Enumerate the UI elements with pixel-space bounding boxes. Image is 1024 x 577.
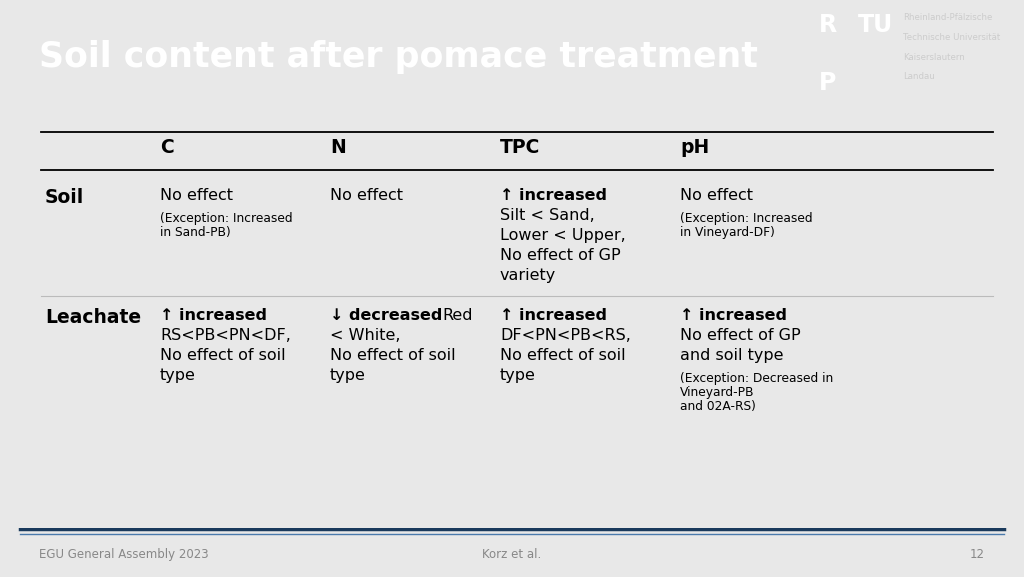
Text: < White,: < White, <box>330 328 400 343</box>
Text: Silt < Sand,: Silt < Sand, <box>500 208 595 223</box>
Text: No effect of GP: No effect of GP <box>680 328 801 343</box>
Text: Vineyard-PB: Vineyard-PB <box>680 385 755 399</box>
Text: Korz et al.: Korz et al. <box>482 548 542 561</box>
Text: variety: variety <box>500 268 556 283</box>
Text: in Sand-PB): in Sand-PB) <box>160 226 230 239</box>
Text: No effect of soil: No effect of soil <box>500 347 626 362</box>
Text: P: P <box>819 72 837 95</box>
Text: Technische Universität: Technische Universität <box>903 33 1000 42</box>
Text: Red: Red <box>442 308 472 323</box>
Text: Landau: Landau <box>903 72 935 81</box>
Text: and 02A-RS): and 02A-RS) <box>680 400 756 413</box>
Text: No effect of GP: No effect of GP <box>500 248 621 263</box>
Text: 12: 12 <box>970 548 985 561</box>
Text: No effect: No effect <box>160 188 233 203</box>
Text: in Vineyard-DF): in Vineyard-DF) <box>680 226 775 239</box>
Text: type: type <box>330 368 366 383</box>
Text: RS<PB<PN<DF,: RS<PB<PN<DF, <box>160 328 291 343</box>
Text: No effect: No effect <box>680 188 753 203</box>
Text: Kaiserslautern: Kaiserslautern <box>903 53 965 62</box>
Text: EGU General Assembly 2023: EGU General Assembly 2023 <box>39 548 209 561</box>
Text: Rheinland-Pfälzische: Rheinland-Pfälzische <box>903 13 992 22</box>
Text: TPC: TPC <box>500 138 541 157</box>
Text: No effect: No effect <box>330 188 403 203</box>
Text: (Exception: Increased: (Exception: Increased <box>160 212 293 224</box>
Text: pH: pH <box>680 138 710 157</box>
Text: ↓ decreased: ↓ decreased <box>330 308 442 323</box>
Text: ↑ increased: ↑ increased <box>500 308 607 323</box>
Text: DF<PN<PB<RS,: DF<PN<PB<RS, <box>500 328 631 343</box>
Text: Soil: Soil <box>45 188 84 207</box>
Text: Lower < Upper,: Lower < Upper, <box>500 228 626 243</box>
Text: ↑ increased: ↑ increased <box>500 188 607 203</box>
Text: and soil type: and soil type <box>680 347 783 362</box>
Text: No effect of soil: No effect of soil <box>160 347 286 362</box>
Text: No effect of soil: No effect of soil <box>330 347 456 362</box>
Text: Soil content after pomace treatment: Soil content after pomace treatment <box>39 40 758 74</box>
Text: N: N <box>330 138 346 157</box>
Text: ↑ increased: ↑ increased <box>160 308 267 323</box>
Text: TU: TU <box>858 13 893 37</box>
Text: R: R <box>819 13 838 37</box>
Text: Leachate: Leachate <box>45 308 141 327</box>
Text: (Exception: Increased: (Exception: Increased <box>680 212 813 224</box>
Text: type: type <box>160 368 196 383</box>
Text: (Exception: Decreased in: (Exception: Decreased in <box>680 372 834 385</box>
Text: C: C <box>160 138 174 157</box>
Text: ↑ increased: ↑ increased <box>680 308 787 323</box>
Text: type: type <box>500 368 536 383</box>
